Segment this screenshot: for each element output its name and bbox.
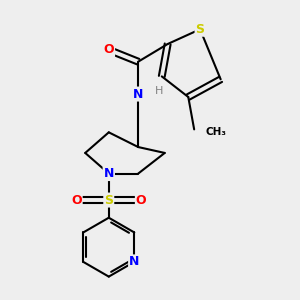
Text: N: N (129, 255, 140, 268)
Text: CH₃: CH₃ (206, 127, 227, 137)
Text: H: H (154, 86, 163, 96)
Text: O: O (71, 194, 82, 207)
Text: N: N (103, 167, 114, 180)
Text: O: O (136, 194, 146, 207)
Text: S: S (104, 194, 113, 207)
Text: O: O (103, 44, 114, 56)
Text: S: S (196, 23, 205, 36)
Text: N: N (133, 88, 143, 100)
